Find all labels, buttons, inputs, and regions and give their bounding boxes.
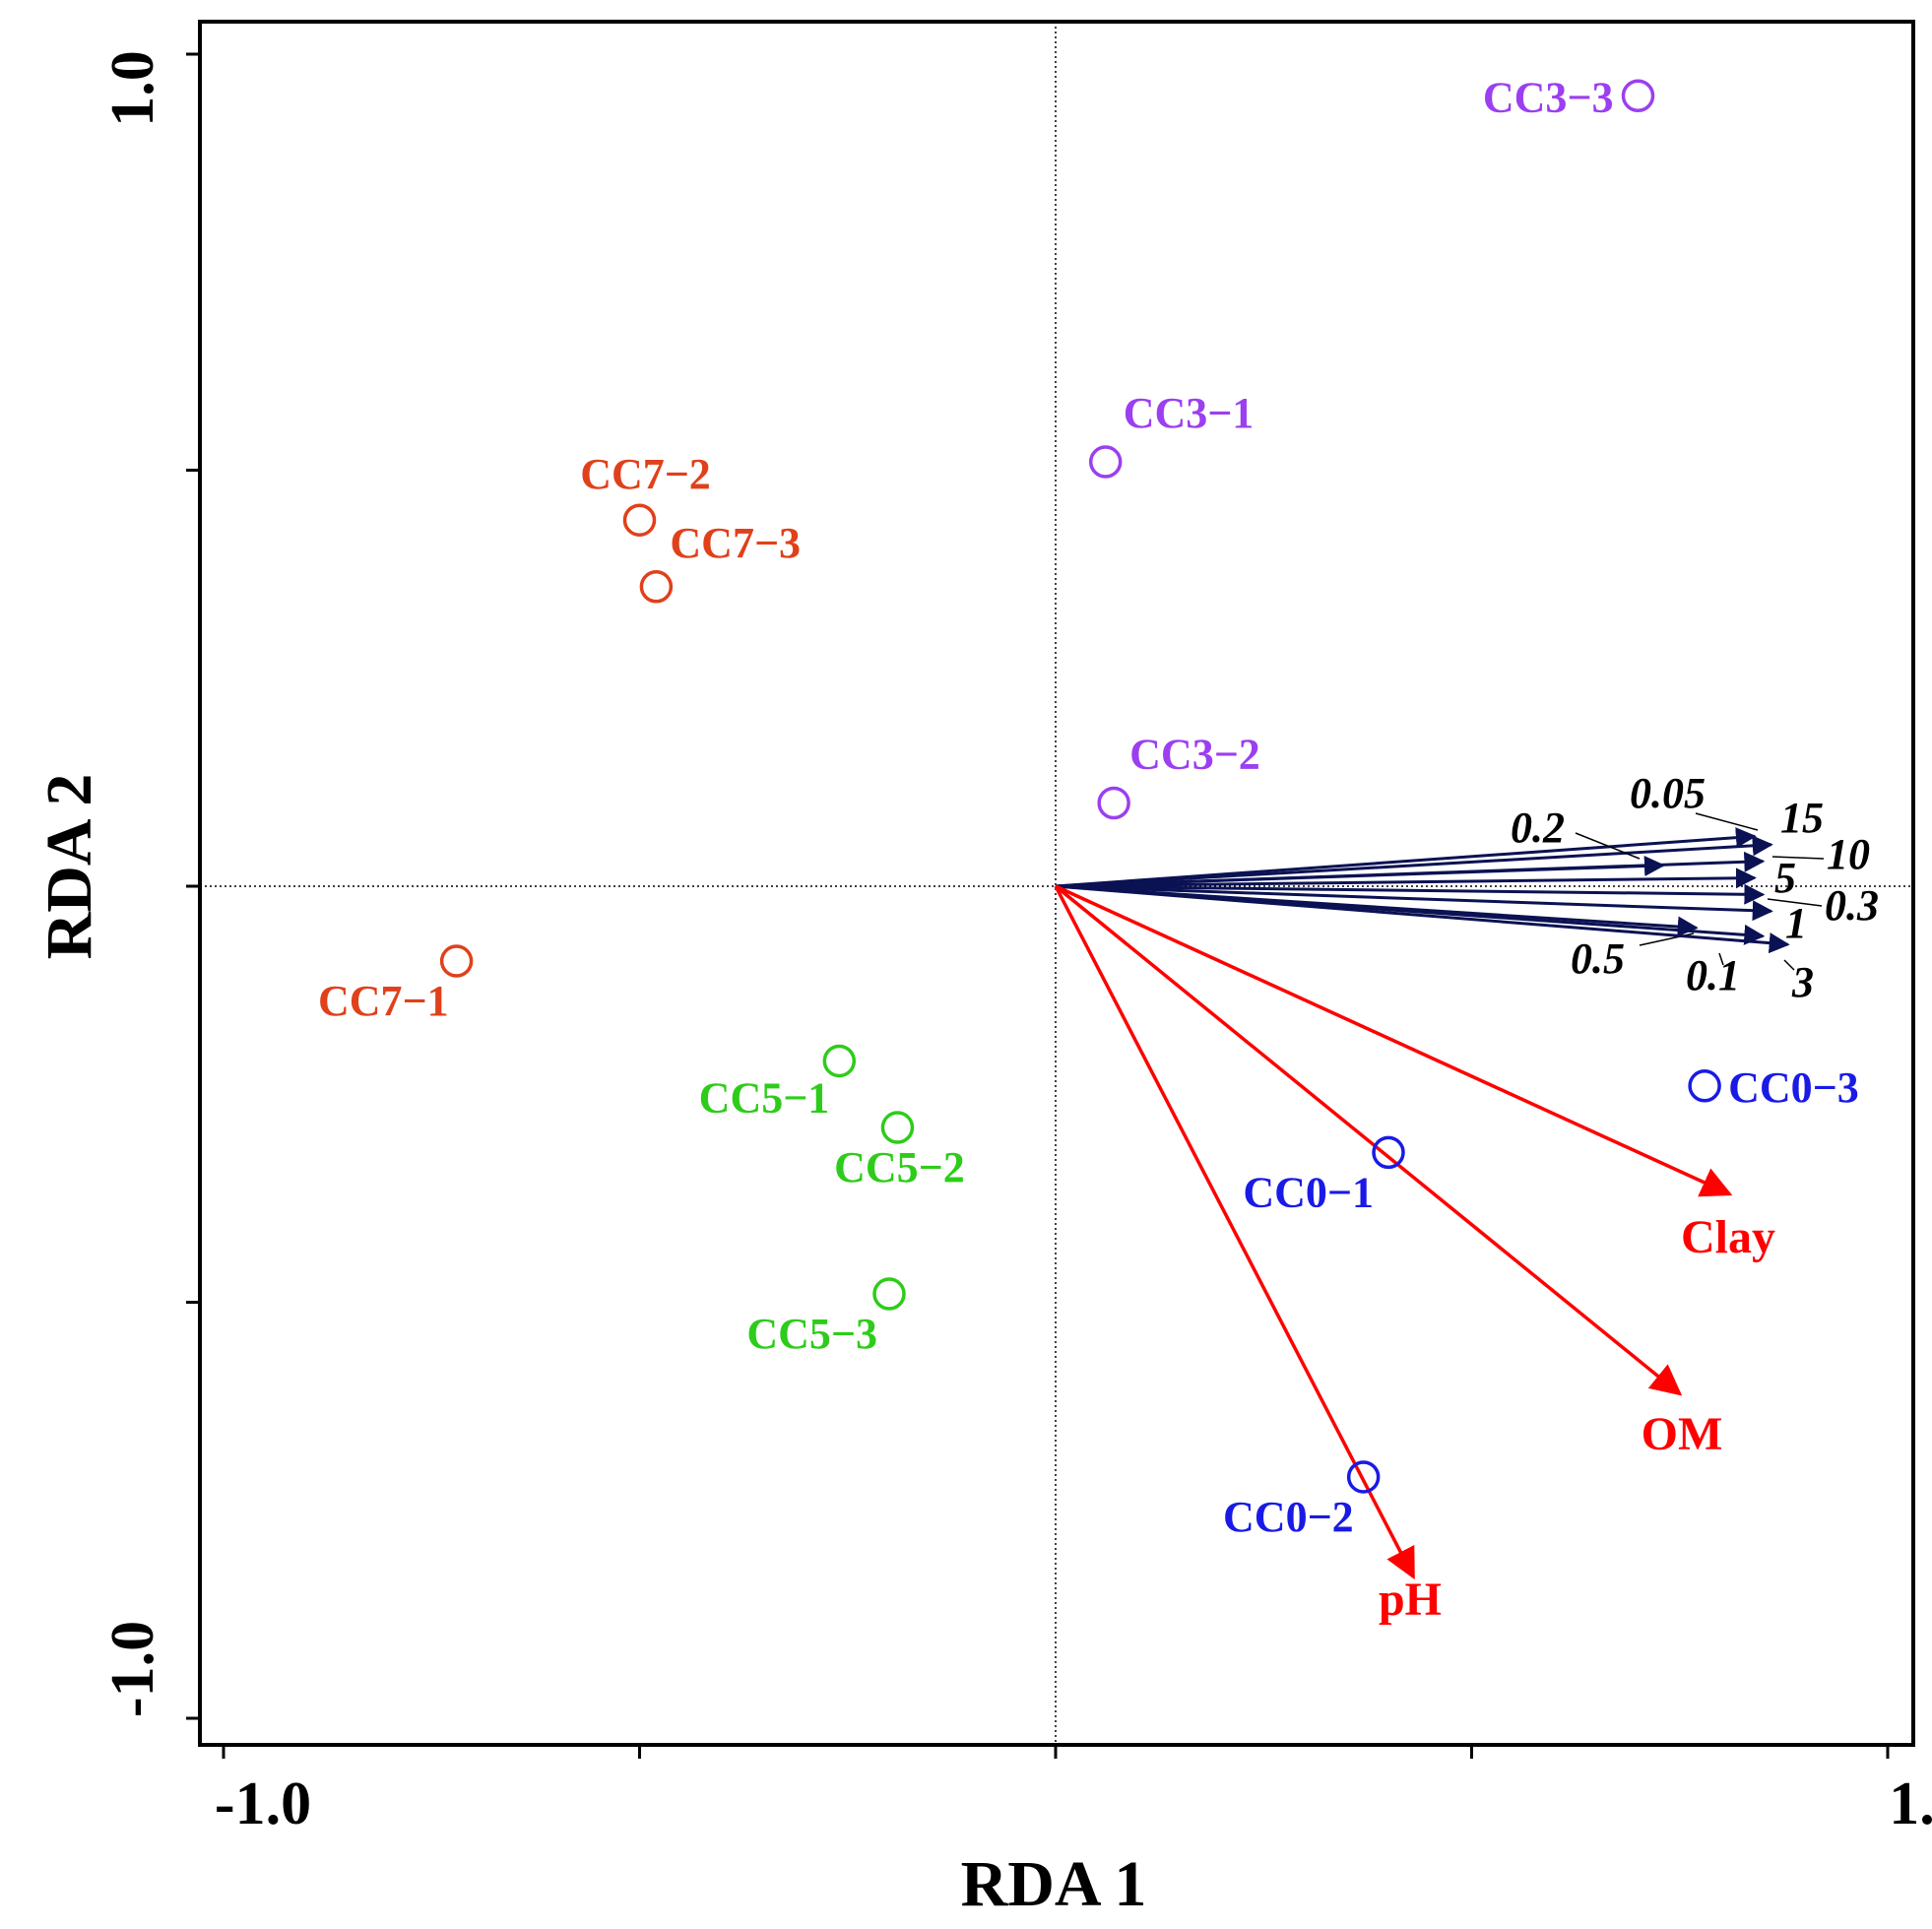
site-label: CC5−1 <box>699 1073 830 1122</box>
site-point <box>1346 1460 1381 1494</box>
site-label: CC0−2 <box>1223 1493 1354 1541</box>
x-tick-label: 1.0 <box>1889 1770 1932 1837</box>
environment-label: OM <box>1642 1408 1723 1460</box>
size-fraction-arrow <box>1055 884 1790 954</box>
size-fraction-label: 3 <box>1791 958 1814 1006</box>
size-fraction-label: 0.5 <box>1571 934 1625 983</box>
site-point <box>872 1277 906 1311</box>
y-axis-ticks: -1.0 1.0 <box>99 50 200 1720</box>
size-fraction-leader <box>1695 812 1759 831</box>
site-point <box>822 1044 857 1078</box>
environment-label: pH <box>1379 1574 1442 1626</box>
site-label: CC7−1 <box>318 977 449 1025</box>
site-label: CC0−3 <box>1728 1063 1859 1112</box>
x-axis-title: RDA 1 <box>961 1848 1147 1920</box>
environment-arrow <box>1055 884 1733 1197</box>
size-fraction-leader <box>1783 959 1795 971</box>
reference-lines <box>200 22 1913 1745</box>
site-label: CC3−3 <box>1483 73 1614 121</box>
site-point <box>1688 1069 1721 1103</box>
site-label: CC3−2 <box>1129 731 1260 779</box>
size-fraction-label: 5 <box>1774 854 1796 902</box>
site-point <box>1621 79 1655 112</box>
site-label: CC5−2 <box>834 1143 965 1191</box>
environment-arrow <box>1054 884 1683 1396</box>
environment-arrows: Clay OM pH <box>1054 884 1775 1626</box>
site-point <box>639 570 674 604</box>
plot-frame <box>198 20 1915 1747</box>
size-fraction-arrow <box>1055 883 1766 905</box>
site-point <box>439 944 474 978</box>
size-fraction-arrow <box>1055 827 1757 888</box>
size-fraction-label: 10 <box>1827 830 1870 878</box>
plot-border <box>198 20 1915 1747</box>
site-point <box>880 1111 915 1144</box>
site-label: CC5−3 <box>746 1310 877 1358</box>
site-point <box>1088 445 1123 479</box>
size-fraction-arrow <box>1055 884 1773 922</box>
size-fraction-label: 0.05 <box>1630 769 1706 817</box>
size-fraction-arrow <box>1055 835 1773 888</box>
size-fraction-leader <box>1575 832 1641 860</box>
y-tick-label: -1.0 <box>99 1621 166 1717</box>
size-fraction-label: 0.3 <box>1825 881 1879 930</box>
environment-arrow <box>1054 885 1415 1580</box>
size-fraction-label: 0.1 <box>1686 951 1740 999</box>
site-label: CC0−1 <box>1243 1168 1374 1216</box>
size-fraction-label: 15 <box>1780 794 1824 842</box>
size-fraction-leader <box>1771 856 1825 860</box>
site-points: CC3−3 CC3−1 CC3−2 CC7−2 CC7−3 CC7−1 CC5−1CC5−2… <box>318 73 1859 1541</box>
site-label: CC7−2 <box>580 450 711 498</box>
size-fraction-arrows: 0.05 15 0.2 10 5 0.3 1 0.5 0.1 3 <box>1055 769 1879 1006</box>
y-axis-title: RDA 2 <box>33 774 105 960</box>
environment-label: Clay <box>1681 1211 1775 1263</box>
site-point <box>1097 786 1130 820</box>
size-fraction-leader <box>1767 898 1823 907</box>
site-label: CC3−1 <box>1124 389 1255 437</box>
x-axis-ticks: -1.0 1.0 <box>215 1745 1932 1837</box>
size-fraction-label: 1 <box>1785 899 1807 947</box>
site-point <box>1372 1135 1405 1170</box>
site-point <box>622 503 657 537</box>
size-fraction-label: 0.2 <box>1511 804 1565 852</box>
site-label: CC7−3 <box>670 519 801 567</box>
size-fraction-arrow <box>1055 868 1757 889</box>
x-tick-label: -1.0 <box>215 1770 311 1837</box>
size-fraction-arrow <box>1055 851 1766 888</box>
size-fraction-leader <box>1718 952 1724 966</box>
y-tick-label: 1.0 <box>99 50 166 127</box>
